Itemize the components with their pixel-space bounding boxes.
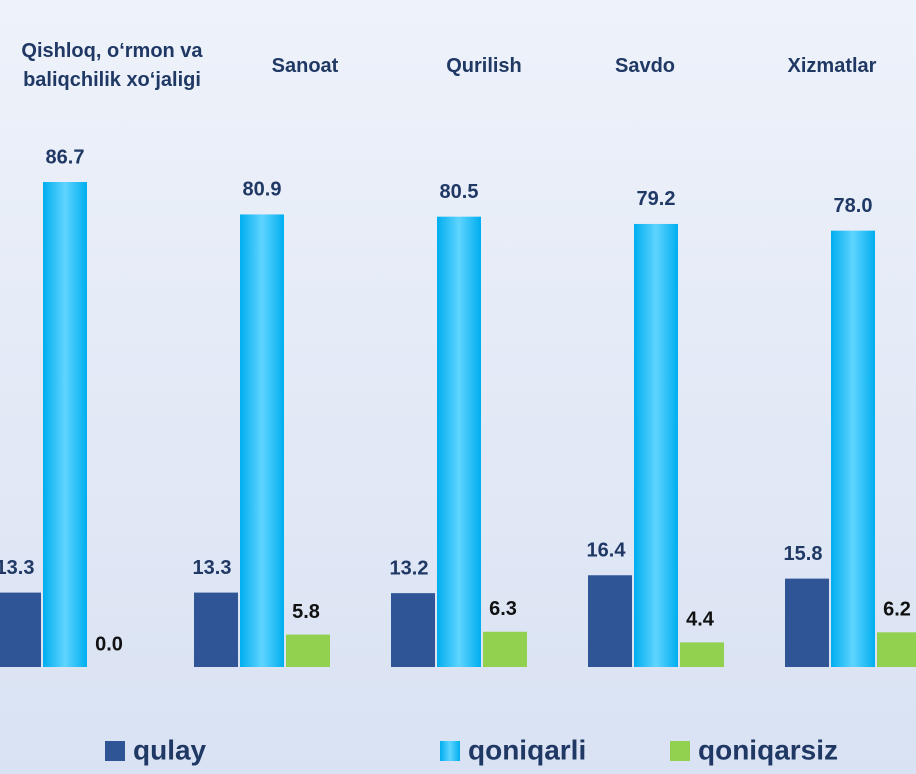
category-label: Savdo (614, 54, 676, 77)
bar (286, 634, 330, 667)
legend-label: qulay (133, 734, 207, 765)
value-label: 15.8 (784, 543, 823, 565)
category-label: Sanoat (271, 54, 339, 77)
bar (0, 592, 41, 667)
legend-swatch (105, 741, 125, 761)
value-label: 13.3 (193, 557, 232, 579)
value-label: 86.7 (46, 146, 85, 168)
value-label: 13.2 (390, 557, 429, 579)
value-label: 79.2 (637, 188, 676, 210)
bar (391, 593, 435, 667)
bar (785, 578, 829, 667)
bar (877, 632, 916, 667)
value-label: 16.4 (587, 540, 627, 562)
value-label: 80.9 (243, 179, 282, 201)
legend-label: qoniqarli (468, 734, 586, 765)
value-label: 5.8 (292, 601, 320, 623)
value-label: 0.0 (95, 633, 123, 655)
value-label: 6.2 (883, 599, 911, 621)
value-label: 78.0 (834, 195, 873, 217)
bar (194, 592, 238, 667)
bar (680, 642, 724, 667)
category-label: Qishloq, o‘rmon va baliqchilik xo‘jaligi (21, 40, 203, 91)
bar (483, 631, 527, 667)
value-label: 4.4 (686, 609, 715, 631)
bar (43, 182, 87, 667)
legend-swatch (440, 741, 460, 761)
value-label: 80.5 (440, 181, 479, 203)
bar (437, 216, 481, 668)
bar (831, 230, 875, 667)
legend-label: qoniqarsiz (698, 734, 838, 765)
category-label: Qurilish (446, 54, 522, 77)
value-label: 13.3 (0, 557, 34, 579)
legend-swatch (670, 741, 690, 761)
category-label: Xizmatlar (787, 54, 877, 77)
bar (588, 575, 632, 667)
value-label: 6.3 (489, 598, 517, 620)
bar (240, 214, 284, 668)
bar (634, 223, 678, 667)
